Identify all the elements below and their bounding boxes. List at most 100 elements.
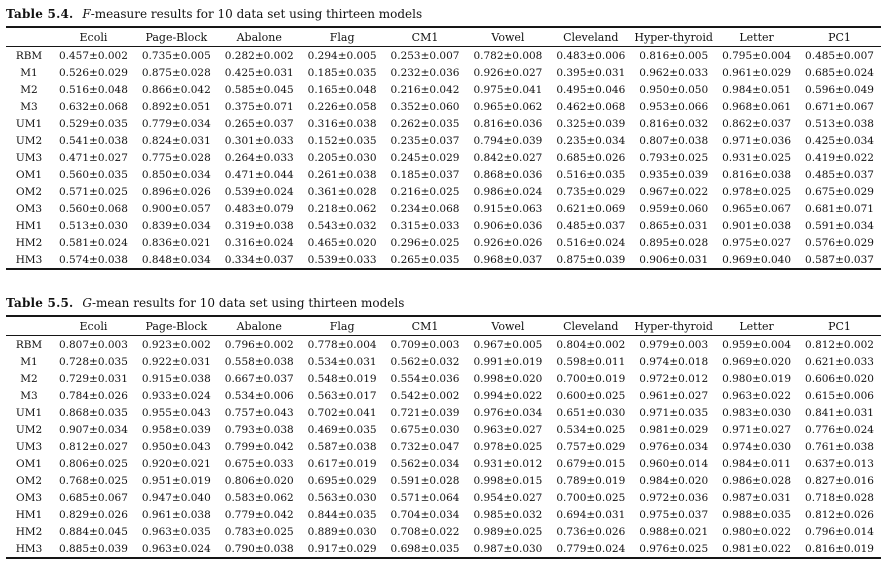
- model-label: OM3: [15, 202, 43, 215]
- model-label: M3: [20, 389, 38, 402]
- cell-pc1: 0.425±0.034: [805, 134, 874, 147]
- cell-hyper-thyroid: 0.961±0.027: [639, 389, 709, 402]
- cell-hyper-thyroid: 0.953±0.066: [639, 100, 709, 113]
- cell-vowel: 0.986±0.024: [473, 185, 543, 198]
- cell-pc1: 0.485±0.007: [805, 49, 874, 62]
- cell-pc1: 0.776±0.024: [805, 423, 874, 436]
- g-mean-table-row: HM2 0.884±0.045 0.963±0.035 0.783±0.025 …: [6, 523, 881, 540]
- cell-ecoli: 0.884±0.045: [58, 525, 128, 538]
- cell-ecoli: 0.571±0.025: [58, 185, 128, 198]
- cell-letter: 0.961±0.029: [722, 66, 792, 79]
- model-label: HM1: [15, 508, 43, 521]
- cell-ecoli: 0.526±0.029: [58, 66, 128, 79]
- cell-letter: 0.984±0.051: [722, 83, 792, 96]
- model-label: HM3: [15, 542, 43, 555]
- cell-cleveland: 0.685±0.026: [556, 151, 626, 164]
- cell-cm1: 0.216±0.025: [390, 185, 460, 198]
- model-label: UM3: [15, 440, 43, 453]
- g-mean-column-header: Page-Block: [134, 316, 218, 336]
- cell-cm1: 0.554±0.036: [390, 372, 460, 385]
- cell-abalone: 0.667±0.037: [224, 372, 294, 385]
- cell-page-block: 0.923±0.002: [141, 338, 211, 351]
- cell-hyper-thyroid: 0.971±0.035: [639, 406, 709, 419]
- cell-cm1: 0.235±0.037: [390, 134, 460, 147]
- cell-pc1: 0.685±0.024: [805, 66, 874, 79]
- cell-page-block: 0.836±0.021: [141, 236, 211, 249]
- cell-vowel: 0.915±0.063: [473, 202, 543, 215]
- cell-page-block: 0.779±0.034: [141, 117, 211, 130]
- model-label: M2: [20, 372, 38, 385]
- cell-cleveland: 0.789±0.019: [556, 474, 626, 487]
- cell-cleveland: 0.875±0.039: [556, 253, 626, 266]
- model-label: UM2: [15, 134, 43, 147]
- cell-letter: 0.988±0.035: [722, 508, 792, 521]
- cell-letter: 0.816±0.038: [722, 168, 792, 181]
- cell-pc1: 0.718±0.028: [805, 491, 874, 504]
- cell-cleveland: 0.651±0.030: [556, 406, 626, 419]
- cell-letter: 0.981±0.022: [722, 542, 792, 555]
- model-label: UM1: [15, 406, 43, 419]
- cell-vowel: 0.954±0.027: [473, 491, 543, 504]
- cell-vowel: 0.965±0.062: [473, 100, 543, 113]
- cell-cleveland: 0.495±0.046: [556, 83, 626, 96]
- cell-ecoli: 0.581±0.024: [58, 236, 128, 249]
- model-label: OM2: [15, 185, 43, 198]
- cell-abalone: 0.301±0.033: [224, 134, 294, 147]
- cell-cleveland: 0.735±0.029: [556, 185, 626, 198]
- cell-vowel: 0.967±0.005: [473, 338, 543, 351]
- cell-vowel: 0.976±0.034: [473, 406, 543, 419]
- cell-hyper-thyroid: 0.816±0.032: [639, 117, 709, 130]
- cell-vowel: 0.968±0.037: [473, 253, 543, 266]
- cell-ecoli: 0.728±0.035: [58, 355, 128, 368]
- cell-cm1: 0.253±0.007: [390, 49, 460, 62]
- table-5-4-caption: Table 5.4. F-measure results for 10 data …: [6, 6, 881, 22]
- cell-ecoli: 0.806±0.025: [58, 457, 128, 470]
- cell-pc1: 0.812±0.002: [805, 338, 874, 351]
- cell-cm1: 0.709±0.003: [390, 338, 460, 351]
- cell-vowel: 0.975±0.041: [473, 83, 543, 96]
- f-measure-column-header: CM1: [383, 27, 467, 47]
- cell-pc1: 0.419±0.022: [805, 151, 874, 164]
- g-mean-column-header: Letter: [715, 316, 799, 336]
- table-5-4-section: Table 5.4. F-measure results for 10 data …: [6, 6, 881, 270]
- model-label: UM2: [15, 423, 43, 436]
- cell-flag: 0.917±0.029: [307, 542, 377, 555]
- f-measure-column-header: Letter: [715, 27, 799, 47]
- model-label: RBM: [15, 338, 43, 351]
- cell-ecoli: 0.807±0.003: [58, 338, 128, 351]
- cell-cleveland: 0.757±0.029: [556, 440, 626, 453]
- cell-page-block: 0.735±0.005: [141, 49, 211, 62]
- cell-vowel: 0.906±0.036: [473, 219, 543, 232]
- cell-page-block: 0.866±0.042: [141, 83, 211, 96]
- cell-ecoli: 0.685±0.067: [58, 491, 128, 504]
- g-mean-column-header: Cleveland: [549, 316, 633, 336]
- model-label: OM2: [15, 474, 43, 487]
- cell-vowel: 0.794±0.039: [473, 134, 543, 147]
- cell-page-block: 0.848±0.034: [141, 253, 211, 266]
- f-measure-column-header: Page-Block: [134, 27, 218, 47]
- cell-ecoli: 0.784±0.026: [58, 389, 128, 402]
- cell-cm1: 0.542±0.002: [390, 389, 460, 402]
- cell-flag: 0.152±0.035: [307, 134, 377, 147]
- cell-flag: 0.294±0.005: [307, 49, 377, 62]
- f-measure-table-row: HM1 0.513±0.030 0.839±0.034 0.319±0.038 …: [6, 217, 881, 234]
- cell-page-block: 0.955±0.043: [141, 406, 211, 419]
- cell-cm1: 0.675±0.030: [390, 423, 460, 436]
- cell-abalone: 0.675±0.033: [224, 457, 294, 470]
- cell-abalone: 0.583±0.062: [224, 491, 294, 504]
- g-mean-table-row: OM2 0.768±0.025 0.951±0.019 0.806±0.020 …: [6, 472, 881, 489]
- cell-hyper-thyroid: 0.988±0.021: [639, 525, 709, 538]
- cell-cm1: 0.698±0.035: [390, 542, 460, 555]
- cell-cleveland: 0.483±0.006: [556, 49, 626, 62]
- cell-ecoli: 0.560±0.035: [58, 168, 128, 181]
- cell-abalone: 0.319±0.038: [224, 219, 294, 232]
- cell-hyper-thyroid: 0.816±0.005: [639, 49, 709, 62]
- table-5-5-caption-text: -mean results for 10 data set using thir…: [91, 296, 405, 310]
- cell-cm1: 0.185±0.037: [390, 168, 460, 181]
- cell-abalone: 0.796±0.002: [224, 338, 294, 351]
- cell-cm1: 0.721±0.039: [390, 406, 460, 419]
- f-measure-table-row: OM2 0.571±0.025 0.896±0.026 0.539±0.024 …: [6, 183, 881, 200]
- table-5-5-label: Table 5.5.: [6, 296, 74, 310]
- cell-pc1: 0.485±0.037: [805, 168, 874, 181]
- cell-page-block: 0.875±0.028: [141, 66, 211, 79]
